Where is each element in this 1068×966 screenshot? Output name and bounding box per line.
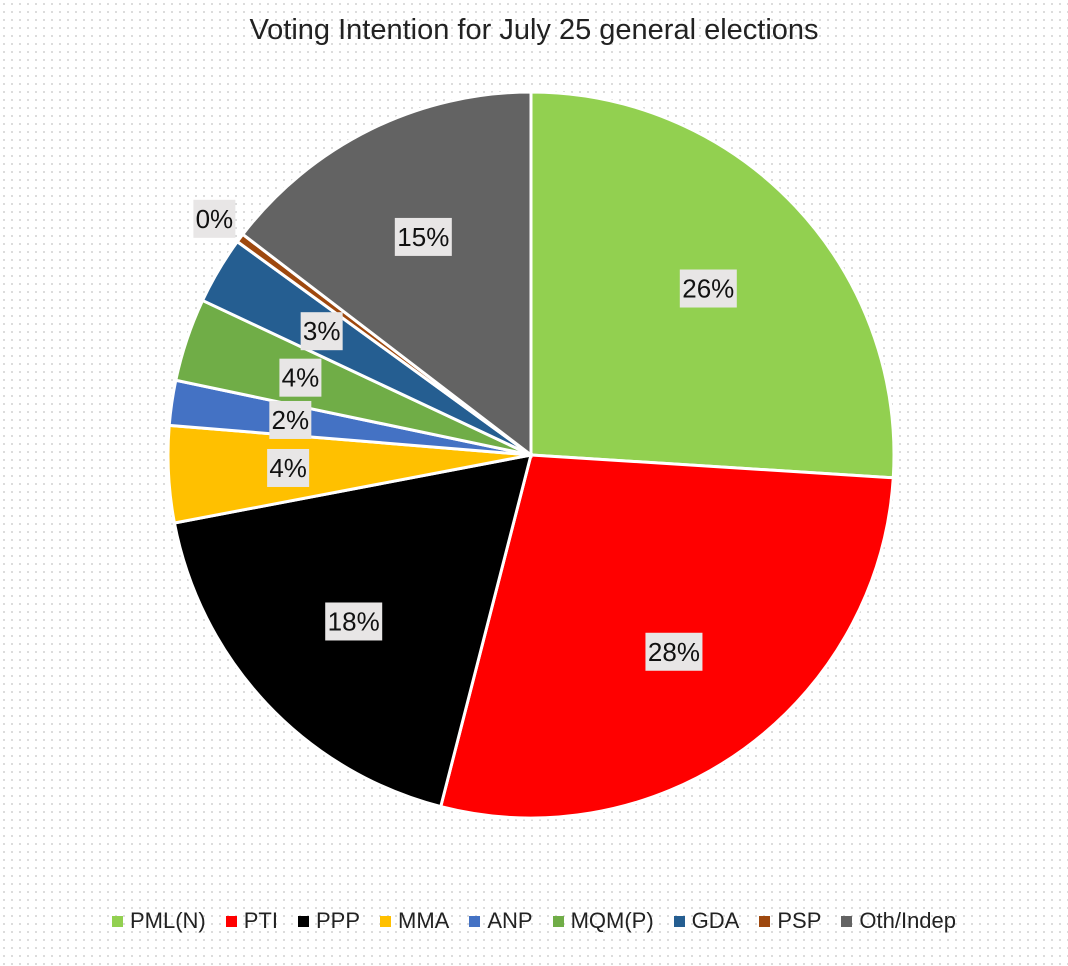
legend-label: GDA	[691, 908, 740, 933]
legend-swatch	[673, 915, 685, 927]
legend-item-ppp: PPP	[297, 908, 360, 934]
legend-item-gda: GDA	[673, 908, 740, 934]
data-label-box	[394, 217, 452, 256]
data-label-mma: 4%	[267, 448, 310, 487]
data-label-box	[300, 312, 343, 351]
legend-swatch	[297, 915, 309, 927]
data-label-text: 3%	[303, 316, 341, 346]
data-label-box	[645, 632, 703, 671]
pie-chart: 26% 28% 18% 4% 2% 4% 3% 0% 15%	[166, 90, 896, 820]
data-label-anp: 2%	[269, 400, 312, 439]
legend-item-psp: PSP	[759, 908, 821, 934]
legend-label: MQM(P)	[570, 908, 654, 933]
legend: PML(N) PTI PPP MMA ANP MQM(P) GDA PSP Oth/Indep	[0, 908, 1068, 934]
data-label-box	[193, 199, 236, 238]
legend-swatch	[759, 915, 771, 927]
legend-label: Oth/Indep	[859, 908, 957, 933]
legend-swatch	[552, 915, 564, 927]
legend-item-pml-n: PML(N)	[111, 908, 206, 934]
data-label-box	[279, 358, 322, 397]
data-label-box	[325, 602, 383, 641]
legend-swatch	[380, 915, 391, 927]
data-label-text: 28%	[648, 637, 700, 667]
data-label-text: 4%	[269, 453, 307, 483]
data-label-text: 2%	[272, 405, 310, 435]
legend-item-mma: MMA	[380, 908, 449, 934]
data-label-pml-n: 26%	[679, 269, 737, 308]
data-label-text: 0%	[196, 204, 234, 234]
data-label-text: 15%	[397, 222, 449, 252]
data-label-text: 18%	[328, 606, 380, 636]
legend-swatch	[841, 915, 853, 927]
legend-item-mqm-p: MQM(P)	[552, 908, 654, 934]
data-label-mqm-p: 4%	[279, 358, 322, 397]
data-label-box	[679, 269, 737, 308]
data-label-oth-indep: 15%	[394, 217, 452, 256]
legend-label: MMA	[398, 908, 450, 933]
legend-label: PPP	[315, 908, 360, 933]
legend-swatch	[469, 915, 481, 927]
pie-slice-oth-indep	[240, 90, 533, 459]
legend-label: PML(N)	[129, 908, 206, 933]
data-label-box	[269, 400, 312, 439]
data-label-text: 4%	[282, 363, 320, 393]
data-label-pti: 28%	[645, 632, 703, 671]
data-label-gda: 3%	[300, 312, 343, 351]
legend-item-oth-indep: Oth/Indep	[841, 908, 956, 934]
chart-title: Voting Intention for July 25 general ele…	[249, 14, 819, 46]
legend-item-anp: ANP	[469, 908, 533, 934]
data-label-psp: 0%	[193, 199, 236, 238]
legend-swatch	[111, 915, 123, 927]
legend-swatch	[225, 915, 237, 927]
data-label-ppp: 18%	[325, 602, 383, 641]
legend-label: PTI	[243, 908, 278, 933]
legend-item-pti: PTI	[225, 908, 278, 934]
legend-label: PSP	[777, 908, 822, 933]
data-label-box	[267, 448, 310, 487]
legend-label: ANP	[487, 908, 533, 933]
data-label-text: 26%	[682, 274, 734, 304]
